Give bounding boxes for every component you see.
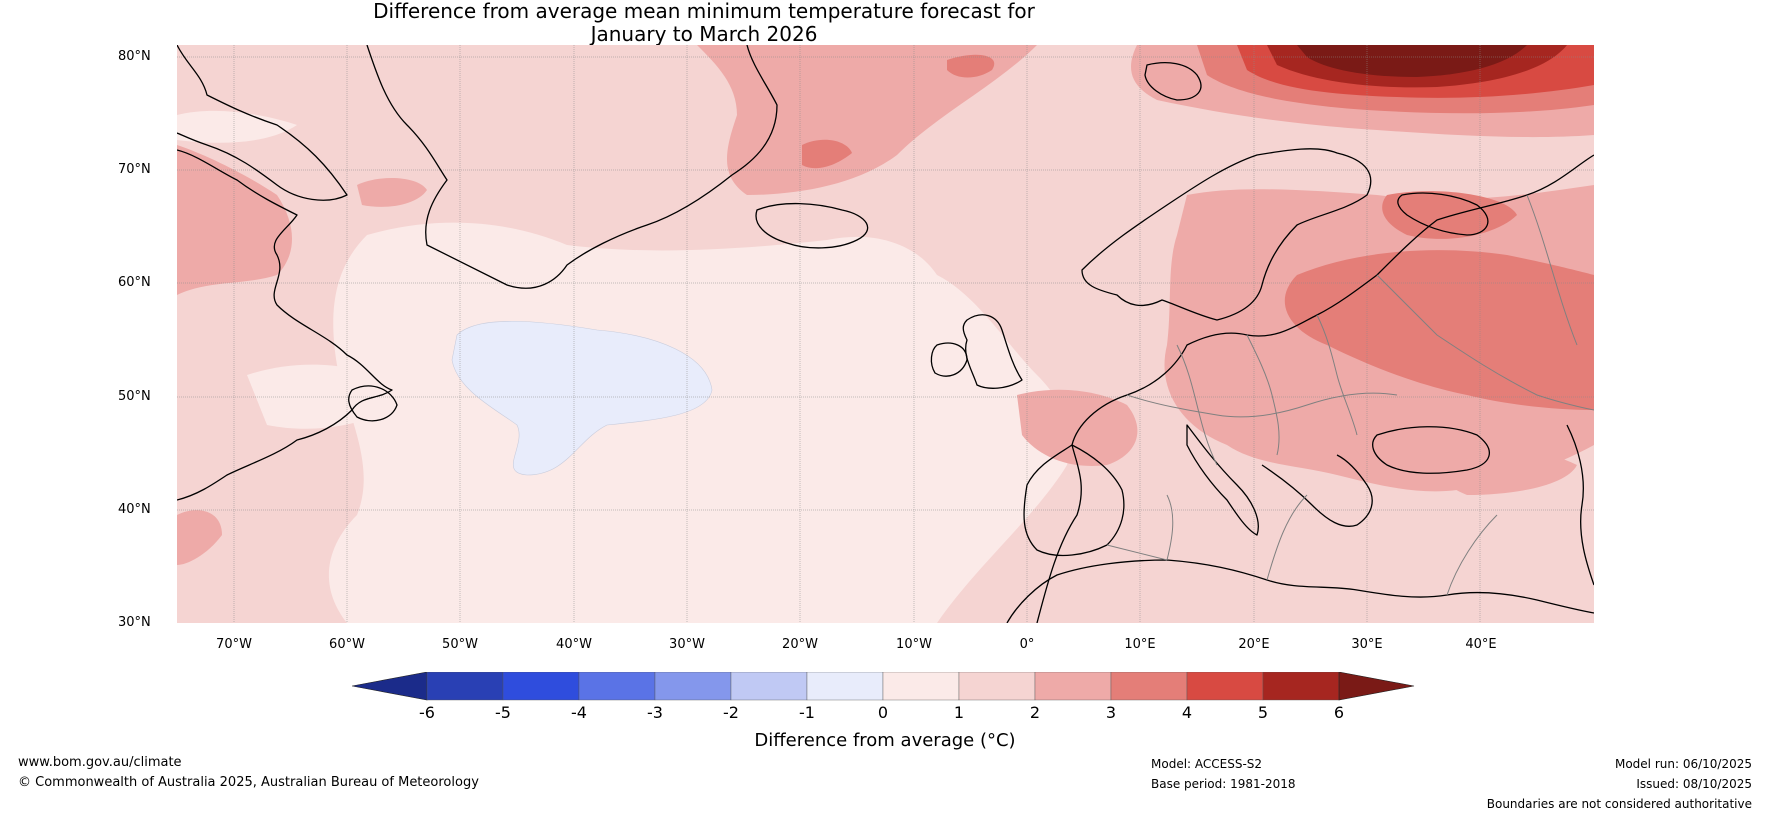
lon-label-10w: 10°W bbox=[896, 637, 932, 652]
colorbar-segment--4-to--3 bbox=[578, 672, 656, 701]
anomaly-band-2-3-caspian bbox=[1435, 448, 1577, 495]
anomaly-band-2-3-norway-sea bbox=[697, 45, 1037, 195]
coast-great-britain bbox=[962, 314, 1023, 389]
coast-balkans bbox=[1261, 454, 1373, 527]
colorbar-tick-label: 0 bbox=[877, 703, 889, 722]
colorbar-segment-1-to-2 bbox=[958, 672, 1036, 701]
anomaly-band-3-4-kola bbox=[1382, 191, 1517, 239]
colorbar-segment--2-to--1 bbox=[730, 672, 808, 701]
colorbar-segment-4-to-5 bbox=[1186, 672, 1264, 701]
colorbar-segment-3-to-4 bbox=[1110, 672, 1188, 701]
colorbar-tick-label: 6 bbox=[1333, 703, 1345, 722]
footer-copyright: © Commonwealth of Australia 2025, Austra… bbox=[18, 775, 479, 790]
anomaly-band-2-3-canada-north bbox=[177, 145, 292, 295]
colorbar-svg bbox=[352, 672, 1415, 701]
coast-iceland bbox=[755, 202, 869, 249]
footer-issued: Issued: 08/10/2025 bbox=[1636, 777, 1752, 791]
anomaly-band-2-3-sw bbox=[177, 510, 222, 565]
footer-model-run: Model run: 06/10/2025 bbox=[1614, 757, 1752, 771]
footer-website: www.bom.gov.au/climate bbox=[18, 755, 182, 770]
lat-label-70n: 70°N bbox=[118, 162, 151, 177]
lat-label-40n: 40°N bbox=[118, 502, 151, 517]
lon-label-50w: 50°W bbox=[442, 637, 478, 652]
lon-label-40w: 40°W bbox=[556, 637, 592, 652]
colorbar-segment--6-to--5 bbox=[426, 672, 504, 701]
lon-label-20w: 20°W bbox=[782, 637, 818, 652]
colorbar-tick-label: 5 bbox=[1257, 703, 1269, 722]
colorbar-tick-label: -1 bbox=[799, 703, 815, 722]
colorbar-tick-label: 4 bbox=[1181, 703, 1193, 722]
coast-italy bbox=[1186, 424, 1259, 536]
anomaly-band-2-3-west-europe bbox=[1017, 389, 1138, 466]
coast-iberia bbox=[1023, 444, 1125, 557]
anomaly-band-3-4-russia bbox=[1284, 250, 1594, 410]
colorbar-tick-label: -2 bbox=[723, 703, 739, 722]
footer-base-period: Base period: 1981-2018 bbox=[1151, 777, 1296, 791]
colorbar-segment-0-to-1 bbox=[882, 672, 960, 701]
coast-greenland bbox=[366, 45, 778, 289]
lon-label-70w: 70°W bbox=[216, 637, 252, 652]
lat-label-30n: 30°N bbox=[118, 615, 151, 630]
lon-label-40e: 40°E bbox=[1465, 637, 1497, 652]
colorbar-tick-label: -6 bbox=[419, 703, 435, 722]
lat-label-60n: 60°N bbox=[118, 275, 151, 290]
anomaly-band-3-4-svalbard-west bbox=[947, 54, 995, 78]
colorbar-segment--3-to--2 bbox=[654, 672, 732, 701]
coast-caspian bbox=[1566, 424, 1594, 586]
lon-label-20e: 20°E bbox=[1238, 637, 1270, 652]
political-borders bbox=[1106, 194, 1594, 596]
map-title-line1: Difference from average mean minimum tem… bbox=[373, 0, 1035, 23]
lon-label-60w: 60°W bbox=[329, 637, 365, 652]
colorbar-segment--5-to--4 bbox=[502, 672, 580, 701]
footer-model: Model: ACCESS-S2 bbox=[1151, 757, 1263, 771]
coast-baffin bbox=[177, 45, 348, 201]
lon-label-30e: 30°E bbox=[1351, 637, 1383, 652]
anomaly-band-3-4-greenland-sea bbox=[802, 139, 852, 169]
colorbar bbox=[352, 672, 1418, 704]
colorbar-tick-label: -5 bbox=[495, 703, 511, 722]
coast-newfoundland bbox=[348, 385, 398, 422]
anomaly-band-gt6-barents bbox=[1297, 45, 1527, 77]
colorbar-tick-label: 1 bbox=[953, 703, 965, 722]
map-title: Difference from average mean minimum tem… bbox=[0, 0, 1408, 46]
lon-label-0: 0° bbox=[1019, 637, 1035, 652]
colorbar-segment-5-to-6 bbox=[1262, 672, 1340, 701]
lon-label-30w: 30°W bbox=[669, 637, 705, 652]
colorbar-extend-low bbox=[352, 672, 428, 701]
lon-label-10e: 10°E bbox=[1124, 637, 1156, 652]
anomaly-band-neg1-0 bbox=[451, 321, 713, 476]
map-panel bbox=[177, 45, 1594, 623]
graticule bbox=[177, 45, 1594, 623]
coast-scandinavia bbox=[1081, 148, 1372, 321]
coast-kola bbox=[1397, 192, 1489, 236]
anomaly-band-2-3-baffin bbox=[357, 178, 427, 207]
colorbar-tick-label: -4 bbox=[571, 703, 587, 722]
colorbar-tick-label: 3 bbox=[1105, 703, 1117, 722]
colorbar-segment-2-to-3 bbox=[1034, 672, 1112, 701]
colorbar-tick-label: -3 bbox=[647, 703, 663, 722]
colorbar-tick-label: 2 bbox=[1029, 703, 1041, 722]
coast-north-africa bbox=[1006, 559, 1594, 623]
colorbar-extend-high bbox=[1338, 672, 1415, 701]
colorbar-segment--1-to-0 bbox=[806, 672, 884, 701]
lat-label-80n: 80°N bbox=[118, 49, 151, 64]
coast-black-sea bbox=[1372, 426, 1490, 474]
map-title-line2: January to March 2026 bbox=[590, 22, 818, 46]
coast-ireland bbox=[930, 342, 968, 377]
map-svg bbox=[177, 45, 1594, 623]
colorbar-title: Difference from average (°C) bbox=[754, 730, 1016, 751]
coast-svalbard bbox=[1144, 62, 1202, 101]
anomaly-band-0-1-nw bbox=[177, 110, 297, 143]
anomaly-band-0-1-labrador bbox=[247, 364, 407, 429]
coast-canada bbox=[177, 149, 393, 501]
footer-disclaimer: Boundaries are not considered authoritat… bbox=[1486, 797, 1752, 811]
lat-label-50n: 50°N bbox=[118, 389, 151, 404]
